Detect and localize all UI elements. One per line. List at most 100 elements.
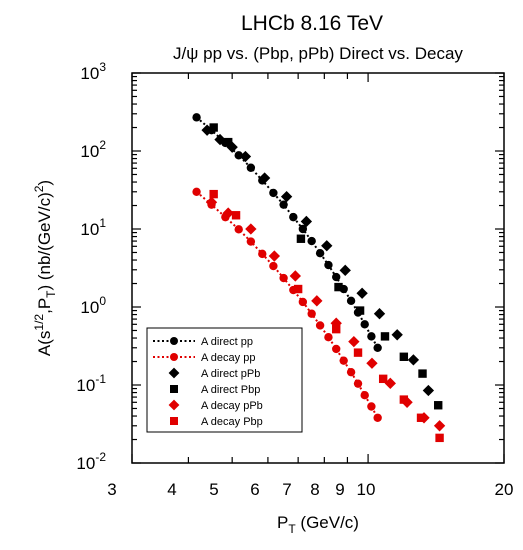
data-point: [280, 190, 293, 203]
data-point: [192, 187, 201, 196]
data-point: [399, 395, 409, 404]
plot-frame: [131, 72, 505, 464]
data-point: [324, 260, 333, 270]
legend-swatches: [153, 337, 195, 425]
y-tick-label: 103: [80, 60, 106, 83]
data-point: [234, 151, 243, 160]
x-axis-label: PT (GeV/c): [277, 513, 359, 536]
legend-label: A decay pPb: [201, 400, 263, 412]
y-tick-label: 10-2: [76, 450, 106, 473]
chart-subtitle: J/ψ pp vs. (Pbp, pPb) Direct vs. Decay: [173, 44, 463, 63]
data-point: [353, 379, 363, 388]
data-point: [339, 284, 348, 294]
data-point: [418, 412, 430, 424]
data-point: [207, 125, 216, 135]
data-point: [268, 250, 281, 262]
data-point: [315, 321, 325, 330]
legend-label: A decay Pbp: [201, 416, 263, 428]
data-point: [231, 211, 241, 220]
data-point: [296, 234, 306, 243]
x-tick-label: 8: [310, 480, 319, 499]
data-point: [279, 200, 288, 209]
y-axis-tick-labels: 10-2 10-1 100 101 102 103: [76, 60, 106, 473]
data-point: [378, 374, 388, 384]
data-point: [289, 212, 298, 222]
legend-box: [146, 327, 303, 433]
data-point: [330, 317, 342, 329]
legend-marker: [168, 367, 180, 379]
x-axis-tick-labels: 3 4 5 6 7 8 9 10 20: [107, 480, 513, 499]
legend-marker: [170, 337, 178, 345]
data-point: [246, 163, 256, 172]
x-tick-label: 3: [107, 480, 116, 499]
data-point: [418, 369, 427, 378]
data-point: [279, 273, 288, 283]
data-point: [269, 188, 278, 198]
data-point: [384, 377, 396, 390]
data-point: [435, 433, 444, 443]
y-tick-label: 100: [80, 294, 106, 317]
legend-label: A decay pp: [201, 352, 255, 364]
data-point: [380, 332, 390, 341]
data-point: [367, 332, 376, 341]
data-point: [207, 200, 216, 209]
x-tick-label: 5: [209, 480, 218, 499]
data-point: [332, 272, 341, 282]
data-point: [246, 237, 256, 246]
data-point: [433, 420, 446, 432]
data-point: [332, 324, 341, 334]
data-point: [401, 396, 413, 408]
data-point: [356, 287, 368, 299]
data-point: [293, 284, 303, 294]
series-a-decay-pp: [192, 187, 382, 422]
x-tick-label: 10: [357, 480, 376, 499]
data-point: [334, 282, 343, 292]
data-point: [315, 248, 325, 258]
data-point: [298, 297, 308, 307]
data-point: [321, 240, 333, 252]
x-tick-label: 6: [250, 480, 259, 499]
data-point: [332, 344, 341, 354]
legend-marker: [170, 385, 178, 393]
data-point: [201, 124, 213, 136]
data-point: [348, 335, 360, 348]
legend: A direct pp A decay pp A direct pPb A di…: [146, 327, 303, 433]
data-point: [360, 320, 369, 329]
legend-marker: [170, 417, 178, 425]
legend-marker: [170, 353, 178, 361]
data-point: [346, 296, 356, 306]
data-point: [298, 224, 308, 234]
data-point: [353, 308, 363, 317]
data-point: [391, 329, 403, 341]
data-point: [346, 367, 356, 377]
data-point: [373, 413, 382, 422]
x-tick-label: 20: [495, 480, 514, 499]
data-point: [258, 249, 267, 259]
data-point: [209, 189, 218, 199]
series-a-direct-pp: [192, 113, 382, 352]
data-point: [353, 348, 363, 357]
data-point: [434, 401, 443, 410]
legend-label: A direct pPb: [201, 368, 260, 380]
y-tick-label: 10-1: [76, 372, 106, 395]
data-point: [239, 150, 252, 163]
data-point: [234, 225, 243, 234]
data-point: [300, 215, 313, 228]
legend-marker: [168, 399, 180, 411]
data-point: [245, 223, 257, 235]
y-tick-label: 101: [80, 216, 106, 239]
data-point: [221, 138, 230, 148]
data-point: [373, 343, 382, 352]
data-point: [373, 308, 386, 320]
series-layer: [192, 113, 446, 443]
data-point: [339, 356, 348, 365]
data-point: [307, 309, 316, 318]
data-point: [366, 357, 378, 369]
data-point: [258, 176, 267, 185]
x-tick-label: 7: [282, 480, 291, 499]
data-point: [221, 212, 230, 222]
data-point: [407, 354, 420, 366]
data-point: [289, 285, 298, 295]
